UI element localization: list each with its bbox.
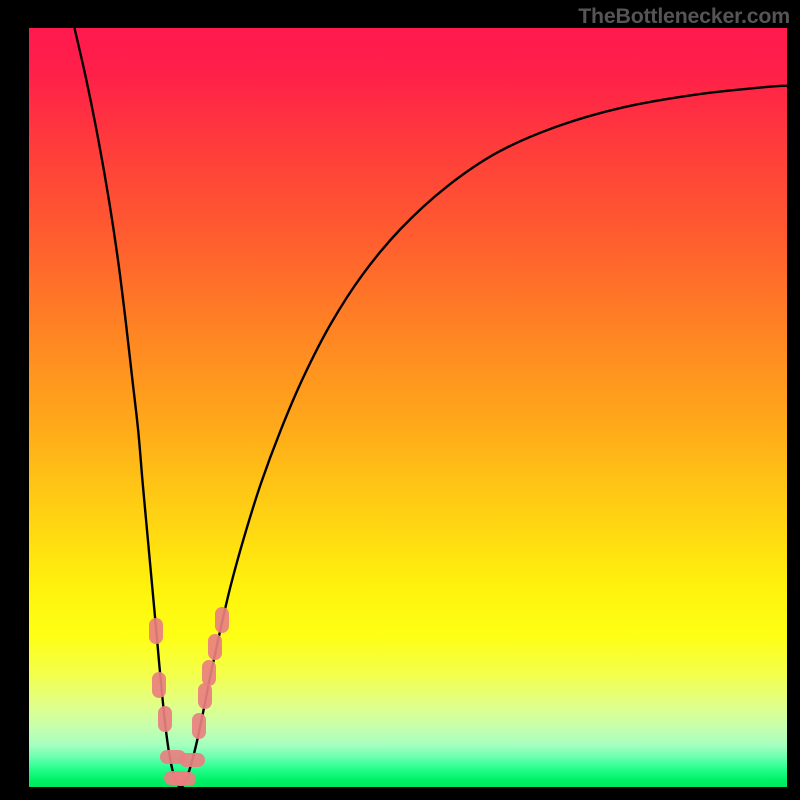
- frame-right: [787, 0, 800, 800]
- curve-marker: [215, 607, 229, 633]
- frame-bottom: [0, 787, 800, 800]
- curve-marker: [152, 672, 166, 698]
- curve-marker: [158, 706, 172, 732]
- curve-marker: [179, 753, 205, 767]
- chart-root: TheBottlenecker.com: [0, 0, 800, 800]
- markers-layer: [29, 28, 787, 787]
- curve-marker: [149, 618, 163, 644]
- watermark-text: TheBottlenecker.com: [578, 4, 790, 29]
- frame-left: [0, 0, 29, 800]
- curve-marker: [198, 683, 212, 709]
- curve-marker: [202, 660, 216, 686]
- curve-marker: [208, 634, 222, 660]
- curve-marker: [170, 772, 196, 786]
- curve-marker: [192, 713, 206, 739]
- plot-area: [29, 28, 787, 787]
